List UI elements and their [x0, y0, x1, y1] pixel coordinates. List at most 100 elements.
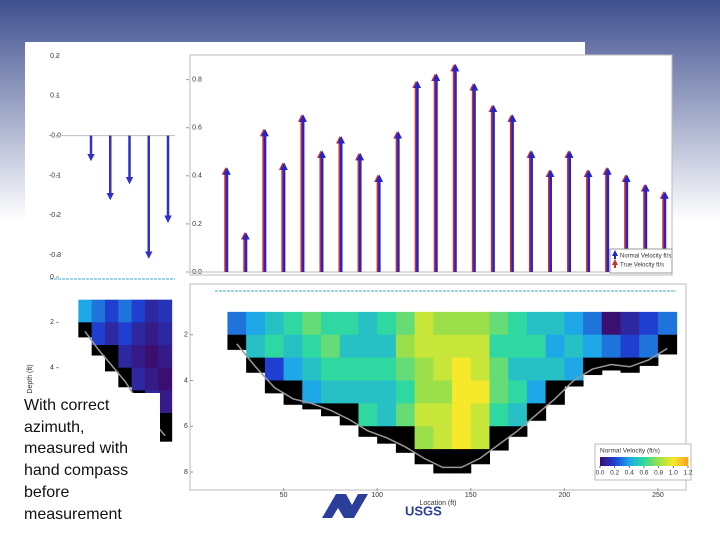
velocity-cell	[302, 311, 322, 336]
colorbar-swatch	[670, 457, 673, 466]
velocity-cell	[452, 311, 472, 336]
velocity-cell	[246, 334, 266, 359]
colorbar-swatch	[613, 457, 616, 466]
velocity-cell	[91, 299, 106, 323]
velocity-cell	[158, 322, 173, 346]
velocity-cell	[414, 311, 434, 336]
colorbar-swatch	[646, 457, 649, 466]
velocity-cell	[264, 334, 285, 359]
colorbar-swatch	[672, 457, 676, 466]
velocity-cell	[264, 357, 285, 381]
unmeasured-bottom	[105, 345, 119, 372]
velocity-cell	[639, 311, 659, 336]
colorbar-swatch	[615, 457, 618, 466]
y-tick-label: 4	[50, 365, 54, 372]
velocity-cell	[601, 311, 621, 336]
caption: With correct azimuth, measured with hand…	[20, 393, 160, 529]
velocity-cell	[358, 311, 378, 336]
velocity-cell	[489, 380, 509, 404]
colorbar-tick-label: 0.0	[595, 470, 604, 477]
velocity-cell	[452, 334, 472, 359]
unmeasured-bottom	[227, 334, 247, 350]
y-tick-label: 0.4	[192, 173, 202, 180]
main-section-chart: 2 4 6 8 50 100 150 200 250 Location (ft) Normal Ve…	[184, 290, 693, 507]
unmeasured-bottom	[526, 403, 547, 421]
y-tick-label: 8	[184, 469, 188, 476]
colorbar-swatch	[602, 457, 605, 466]
colorbar-swatch	[622, 457, 625, 466]
unmeasured-bottom	[545, 380, 565, 405]
unmeasured-bottom	[657, 334, 678, 355]
velocity-cell	[339, 380, 359, 404]
unmeasured-bottom	[433, 449, 453, 474]
unmeasured-bottom	[620, 357, 640, 373]
colorbar-swatch	[641, 457, 645, 466]
y-tick-label: -0.2	[49, 212, 61, 219]
x-tick-label: 200	[558, 492, 570, 499]
velocity-cell	[452, 357, 472, 381]
legend-label: True Velocity ft/s	[620, 263, 664, 269]
y-tick-label: 0	[50, 274, 54, 281]
colorbar-swatch	[604, 457, 607, 466]
legend-box	[609, 248, 673, 274]
velocity-cell	[620, 334, 640, 359]
velocity-cell	[414, 403, 434, 427]
velocity-cell	[508, 403, 528, 427]
velocity-cell	[358, 403, 378, 427]
velocity-cell	[145, 345, 159, 369]
x-tick-label: 100	[371, 492, 383, 499]
velocity-cell	[489, 311, 509, 336]
velocity-cell	[158, 299, 173, 323]
y-tick-label: 4	[184, 377, 188, 384]
velocity-cell	[131, 299, 146, 323]
y-tick-label: 0.6	[192, 125, 202, 132]
colorbar-swatch	[655, 457, 658, 466]
velocity-cell	[564, 334, 584, 359]
colorbar-swatch	[639, 457, 643, 466]
velocity-cell	[620, 311, 640, 336]
velocity-cell	[302, 380, 322, 404]
velocity-cell	[508, 380, 528, 404]
velocity-cell	[321, 311, 341, 336]
left-velocity-chart: 0.2 0.1 -0.0 -0.1 -0.2 -0.3	[49, 53, 175, 259]
x-tick-label: 50	[280, 492, 288, 499]
velocity-cell	[105, 322, 119, 346]
velocity-cell	[118, 322, 133, 346]
colorbar-swatch	[626, 457, 629, 466]
colorbar-swatch	[657, 457, 660, 466]
colorbar-tick-label: 0.8	[654, 470, 663, 477]
velocity-cell	[395, 403, 416, 427]
colorbar-swatch	[668, 457, 671, 466]
velocity-cell	[564, 357, 584, 381]
logo-mark	[322, 494, 368, 518]
velocity-cell	[470, 334, 490, 359]
velocity-cell	[433, 334, 453, 359]
colorbar-swatch	[659, 457, 662, 466]
y-tick-label: 0.2	[50, 53, 60, 60]
colorbar-swatch	[630, 457, 634, 466]
logo: USGS	[405, 503, 442, 518]
velocity-cell	[283, 357, 303, 381]
y-tick-label: -0.1	[49, 172, 61, 179]
velocity-cell	[470, 311, 490, 336]
velocity-cell	[339, 357, 359, 381]
unmeasured-bottom	[283, 380, 303, 405]
velocity-cell	[433, 357, 453, 381]
y-tick-label: -0.0	[49, 132, 61, 139]
velocity-cell	[227, 311, 247, 336]
velocity-cell	[395, 311, 416, 336]
velocity-cell	[508, 311, 528, 336]
y-tick-label: 6	[184, 423, 188, 430]
velocity-cell	[470, 357, 490, 381]
unmeasured-bottom	[489, 426, 509, 451]
colorbar-swatch	[685, 457, 689, 466]
colorbar-swatch	[619, 457, 623, 466]
colorbar-swatch	[683, 457, 687, 466]
unmeasured-bottom	[158, 413, 173, 442]
velocity-cell	[105, 299, 119, 323]
velocity-cell	[564, 311, 584, 336]
velocity-cell	[358, 334, 378, 359]
velocity-cell	[118, 299, 133, 323]
velocity-cell	[158, 345, 173, 369]
